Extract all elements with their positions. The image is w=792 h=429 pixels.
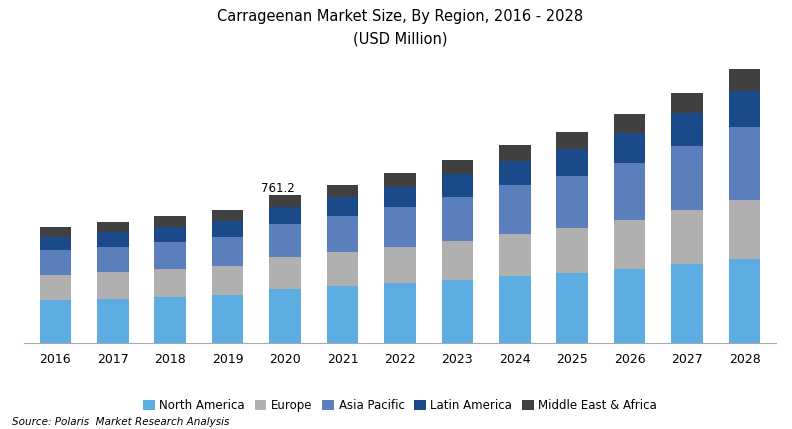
Bar [384, 173, 416, 187]
Bar [384, 207, 416, 247]
Bar [40, 227, 71, 237]
Bar [729, 259, 760, 343]
Bar [154, 269, 186, 297]
Bar [327, 286, 358, 343]
Bar [557, 175, 588, 228]
Bar [499, 234, 531, 276]
Bar [154, 227, 186, 242]
Bar [442, 160, 473, 174]
Bar [40, 237, 71, 251]
Bar [672, 113, 703, 146]
Bar [729, 69, 760, 91]
Bar [212, 266, 243, 295]
Bar [40, 251, 71, 275]
Text: 761.2: 761.2 [261, 182, 295, 195]
Legend: North America, Europe, Asia Pacific, Latin America, Middle East & Africa: North America, Europe, Asia Pacific, Lat… [139, 394, 661, 417]
Bar [729, 199, 760, 259]
Bar [672, 264, 703, 343]
Bar [212, 210, 243, 221]
Bar [499, 145, 531, 161]
Bar [212, 237, 243, 266]
Bar [269, 206, 301, 224]
Bar [557, 149, 588, 175]
Bar [557, 273, 588, 343]
Bar [384, 187, 416, 207]
Bar [672, 210, 703, 264]
Bar [499, 161, 531, 185]
Bar [614, 115, 645, 133]
Bar [269, 289, 301, 343]
Bar [97, 247, 128, 272]
Bar [384, 283, 416, 343]
Bar [327, 184, 358, 197]
Bar [269, 195, 301, 206]
Bar [97, 272, 128, 299]
Bar [614, 133, 645, 163]
Bar [154, 297, 186, 343]
Bar [499, 185, 531, 234]
Bar [442, 241, 473, 280]
Bar [672, 93, 703, 113]
Text: Source: Polaris  Market Research Analysis: Source: Polaris Market Research Analysis [12, 417, 229, 427]
Bar [729, 127, 760, 199]
Bar [729, 91, 760, 127]
Bar [40, 275, 71, 300]
Bar [154, 217, 186, 227]
Bar [327, 252, 358, 286]
Bar [327, 197, 358, 216]
Bar [212, 221, 243, 237]
Bar [269, 224, 301, 257]
Bar [614, 163, 645, 220]
Bar [672, 146, 703, 210]
Bar [614, 220, 645, 269]
Bar [269, 257, 301, 289]
Bar [442, 174, 473, 197]
Title: Carrageenan Market Size, By Region, 2016 - 2028
(USD Million): Carrageenan Market Size, By Region, 2016… [217, 9, 583, 46]
Bar [327, 216, 358, 252]
Bar [40, 300, 71, 343]
Bar [212, 295, 243, 343]
Bar [499, 276, 531, 343]
Bar [557, 228, 588, 273]
Bar [442, 197, 473, 241]
Bar [97, 222, 128, 232]
Bar [557, 132, 588, 149]
Bar [442, 280, 473, 343]
Bar [97, 299, 128, 343]
Bar [384, 247, 416, 283]
Bar [154, 242, 186, 269]
Bar [97, 232, 128, 247]
Bar [614, 269, 645, 343]
